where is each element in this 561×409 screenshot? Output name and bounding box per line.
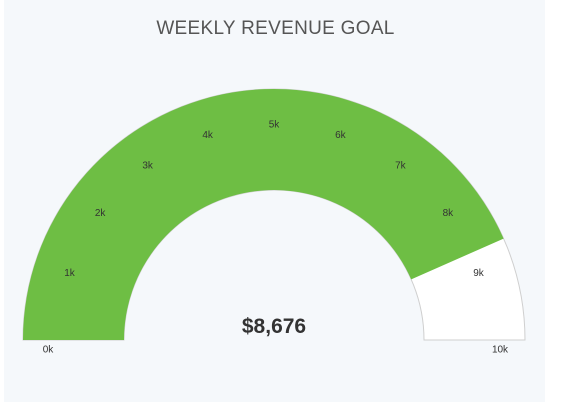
tick-labels: 0k 1k 2k 3k 4k 5k 6k 7k 8k 9k 10k [43,120,509,356]
tick-label-1k: 1k [64,268,76,279]
tick-label-8k: 8k [443,208,455,219]
tick-label-4k: 4k [202,130,214,141]
tick-label-2k: 2k [95,208,107,219]
gauge-value-fill [23,88,504,340]
tick-label-3k: 3k [142,161,154,172]
tick-label-5k: 5k [269,120,281,131]
tick-label-7k: 7k [395,161,407,172]
tick-label-10k: 10k [492,345,509,356]
chart-title: WEEKLY REVENUE GOAL [156,18,395,39]
tick-label-9k: 9k [473,268,485,279]
tick-label-0k: 0k [43,345,55,356]
gauge-value-label: $8,676 [241,315,307,338]
tick-label-6k: 6k [335,130,347,141]
